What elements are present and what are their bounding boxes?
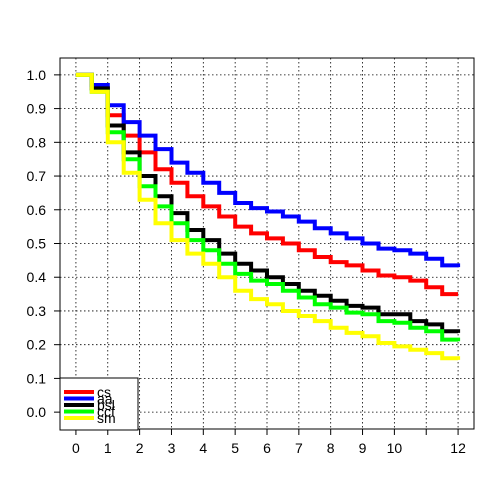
- y-axis: 0.0 0.1 0.2 0.3 0.4 0.5 0.6 0.7 0.8 0.9 1.0: [27, 67, 60, 420]
- x-tick-label: 8: [327, 440, 335, 456]
- series-layer: [75, 72, 461, 361]
- y-tick-label: 0.4: [27, 269, 47, 285]
- x-tick-label: 4: [199, 440, 207, 456]
- y-tick-label: 0.7: [27, 168, 47, 184]
- x-axis: 0 1 2 3 4 5 6 7 8 9 10 12: [72, 429, 466, 456]
- series-line-aa: [75, 72, 461, 268]
- legend-label-ccf: ccf: [97, 404, 115, 420]
- legend-label-bsl: bsl: [97, 397, 115, 413]
- y-tick-label: 0.3: [27, 303, 47, 319]
- x-tick-label: 5: [231, 440, 239, 456]
- x-tick-label: 9: [359, 440, 367, 456]
- y-tick-label: 0.2: [27, 337, 47, 353]
- x-tick-label: 7: [295, 440, 303, 456]
- y-tick-label: 0.8: [27, 134, 47, 150]
- x-tick-label: 1: [104, 440, 112, 456]
- x-tick-label: 2: [136, 440, 144, 456]
- legend-label-sm: sm: [97, 410, 116, 426]
- x-tick-label: 0: [72, 440, 80, 456]
- x-tick-label: 12: [450, 440, 466, 456]
- legend-label-aa: aa: [97, 391, 113, 407]
- y-tick-label: 0.5: [27, 236, 47, 252]
- x-tick-label: 3: [168, 440, 176, 456]
- x-tick-label: 6: [263, 440, 271, 456]
- legend-label-cs: cs: [97, 384, 111, 400]
- x-tick-label: 10: [387, 440, 403, 456]
- y-tick-label: 0.0: [27, 404, 47, 420]
- series-line-cs: [75, 72, 459, 297]
- y-tick-label: 0.6: [27, 202, 47, 218]
- series-line-sm: [75, 72, 461, 361]
- y-tick-label: 1.0: [27, 67, 47, 83]
- y-tick-label: 0.9: [27, 101, 47, 117]
- y-tick-label: 0.1: [27, 370, 47, 386]
